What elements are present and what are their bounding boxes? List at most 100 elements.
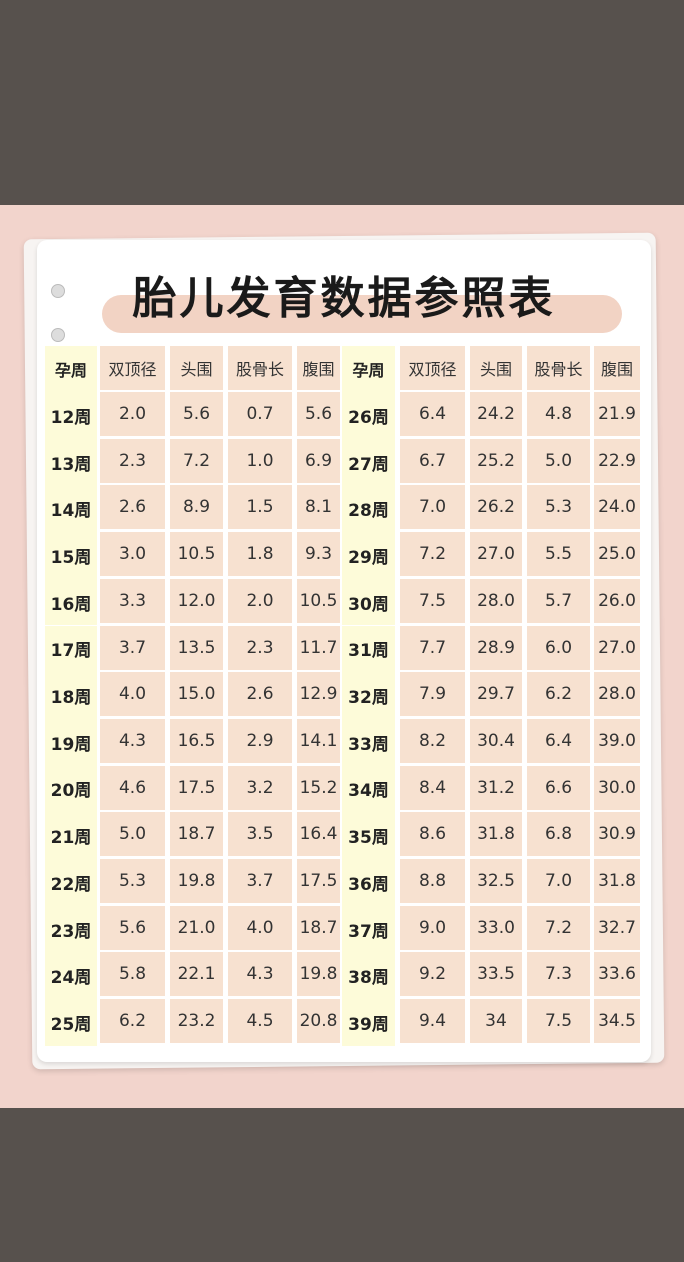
table-cell: 7.3: [527, 952, 590, 997]
week-cell: 39周: [342, 999, 395, 1046]
table-header-cell: 头围: [470, 346, 522, 390]
table-header-cell: 腹围: [297, 346, 340, 390]
table-cell: 8.1: [297, 485, 340, 530]
table-cell: 28.0: [594, 672, 640, 717]
week-cell: 37周: [342, 905, 395, 953]
table-cell: 8.2: [400, 718, 465, 763]
week-cell: 14周: [45, 485, 97, 533]
table-cell: 30.0: [594, 765, 640, 810]
week-cell: 18周: [45, 672, 97, 719]
table-cell: 1.5: [228, 485, 292, 530]
binder-hole-icon: [51, 284, 65, 298]
table-cell: 22.1: [170, 952, 223, 997]
table-cell: 8.6: [400, 812, 465, 857]
week-cell: 20周: [45, 765, 97, 813]
table-cell: 7.0: [527, 859, 590, 903]
table-cell: 27.0: [594, 625, 640, 670]
table-cell: 4.0: [228, 905, 292, 950]
table-cell: 10.5: [170, 532, 223, 577]
week-cell: 36周: [342, 859, 395, 906]
table-cell: 4.6: [100, 765, 165, 810]
week-cell: 13周: [45, 438, 97, 486]
table-cell: 5.5: [527, 532, 590, 577]
table-cell: 6.4: [400, 392, 465, 436]
table-cell: 13.5: [170, 625, 223, 670]
table-cell: 19.8: [170, 859, 223, 903]
table-cell: 3.7: [228, 859, 292, 903]
week-cell: 19周: [45, 718, 97, 766]
table-cell: 0.7: [228, 392, 292, 436]
table-cell: 16.4: [297, 812, 340, 857]
week-cell: 38周: [342, 952, 395, 1000]
table-cell: 33.0: [470, 905, 522, 950]
week-cell: 23周: [45, 905, 97, 953]
table-cell: 5.0: [100, 812, 165, 857]
week-cell: 29周: [342, 532, 395, 579]
table-cell: 12.0: [170, 578, 223, 623]
table-cell: 4.5: [228, 999, 292, 1044]
table-header-cell: 双顶径: [100, 346, 165, 390]
week-cell: 25周: [45, 999, 97, 1046]
table-cell: 17.5: [170, 765, 223, 810]
table-cell: 5.8: [100, 952, 165, 997]
table-cell: 28.9: [470, 625, 522, 670]
table-cell: 17.5: [297, 859, 340, 903]
table-cell: 8.4: [400, 765, 465, 810]
table-header-cell: 孕周: [342, 346, 395, 392]
table-cell: 2.9: [228, 718, 292, 763]
table-cell: 15.2: [297, 765, 340, 810]
table-cell: 2.3: [228, 625, 292, 670]
table-cell: 27.0: [470, 532, 522, 577]
table-cell: 24.2: [470, 392, 522, 436]
table-cell: 5.7: [527, 578, 590, 623]
table-cell: 18.7: [170, 812, 223, 857]
week-cell: 33周: [342, 718, 395, 766]
table-header-cell: 股骨长: [527, 346, 590, 390]
table-cell: 32.7: [594, 905, 640, 950]
week-cell: 22周: [45, 859, 97, 906]
table-cell: 8.9: [170, 485, 223, 530]
table-cell: 15.0: [170, 672, 223, 717]
table-cell: 30.4: [470, 718, 522, 763]
table-cell: 2.3: [100, 438, 165, 483]
table-cell: 7.9: [400, 672, 465, 717]
table-cell: 6.8: [527, 812, 590, 857]
table-cell: 20.8: [297, 999, 340, 1044]
table-cell: 6.2: [527, 672, 590, 717]
table-cell: 21.9: [594, 392, 640, 436]
table-cell: 5.6: [170, 392, 223, 436]
table-cell: 32.5: [470, 859, 522, 903]
table-cell: 7.5: [400, 578, 465, 623]
table-cell: 7.2: [400, 532, 465, 577]
table-cell: 4.8: [527, 392, 590, 436]
table-header-cell: 头围: [170, 346, 223, 390]
table-cell: 16.5: [170, 718, 223, 763]
week-cell: 17周: [45, 625, 97, 673]
binder-hole-icon: [51, 328, 65, 342]
table-cell: 24.0: [594, 485, 640, 530]
table-cell: 5.6: [100, 905, 165, 950]
table-cell: 9.3: [297, 532, 340, 577]
table-cell: 7.2: [170, 438, 223, 483]
table-cell: 34.5: [594, 999, 640, 1044]
table-header-cell: 双顶径: [400, 346, 465, 390]
week-cell: 24周: [45, 952, 97, 1000]
table-cell: 25.0: [594, 532, 640, 577]
table-cell: 7.2: [527, 905, 590, 950]
table-cell: 9.4: [400, 999, 465, 1044]
week-cell: 26周: [342, 392, 395, 439]
week-cell: 30周: [342, 578, 395, 626]
week-cell: 31周: [342, 625, 395, 673]
page-title: 胎儿发育数据参照表: [132, 273, 556, 324]
table-cell: 28.0: [470, 578, 522, 623]
table-cell: 4.0: [100, 672, 165, 717]
week-cell: 21周: [45, 812, 97, 859]
table-cell: 33.6: [594, 952, 640, 997]
table-cell: 2.6: [228, 672, 292, 717]
table-cell: 6.4: [527, 718, 590, 763]
table-cell: 31.8: [470, 812, 522, 857]
table-cell: 14.1: [297, 718, 340, 763]
table-cell: 8.8: [400, 859, 465, 903]
week-cell: 32周: [342, 672, 395, 719]
week-cell: 27周: [342, 438, 395, 486]
